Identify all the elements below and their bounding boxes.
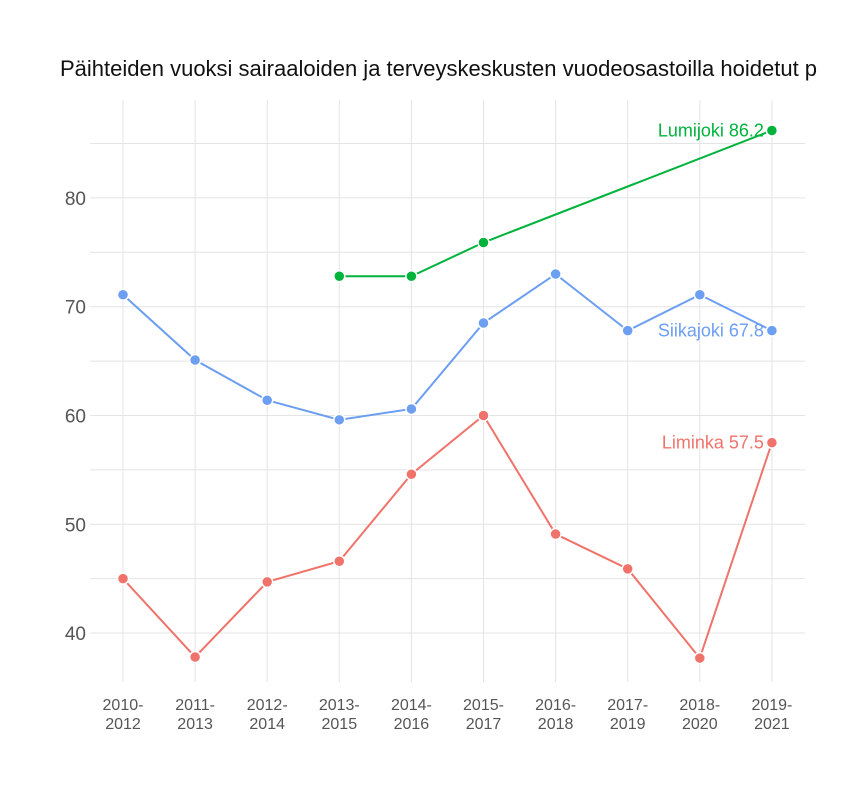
gridlines (90, 100, 805, 682)
chart-title: Päihteiden vuoksi sairaaloiden ja tervey… (60, 56, 818, 81)
data-point (188, 650, 202, 664)
data-point (260, 575, 274, 589)
x-tick-label: 2013 (177, 716, 213, 733)
y-axis-ticks: 40 50 60 70 80 (65, 189, 86, 645)
data-point (765, 124, 779, 137)
y-tick-label: 80 (65, 189, 86, 210)
y-tick-label: 40 (65, 624, 86, 645)
x-tick-label: 2010- (103, 697, 144, 714)
series-end-label: Lumijoki 86.2 (658, 120, 764, 140)
data-point (333, 269, 346, 283)
series-group: Lumijoki 86.2 Siikajoki 67.8 Liminka 57.5 (116, 120, 779, 665)
x-tick-label: 2019- (751, 697, 792, 714)
series-end-label: Siikajoki 67.8 (658, 321, 764, 341)
y-tick-label: 60 (65, 406, 86, 427)
data-point (405, 269, 418, 283)
data-point (621, 562, 634, 576)
x-tick-label: 2017 (466, 716, 502, 733)
x-tick-label: 2011- (175, 697, 215, 714)
x-tick-label: 2016 (394, 716, 430, 733)
data-point (116, 572, 130, 585)
series-line (122, 272, 773, 421)
x-axis-ticks: 2010- 2012 2011- 2013 2012- 2014 2013- 2015 2014… (103, 697, 793, 733)
x-tick-label: 2014- (391, 697, 432, 714)
x-tick-label: 2021 (754, 716, 790, 733)
series-line (122, 413, 773, 661)
series-siikajoki: Siikajoki 67.8 (116, 267, 779, 427)
data-point (693, 288, 707, 301)
x-tick-label: 2014 (249, 716, 285, 733)
y-tick-label: 50 (65, 515, 86, 536)
data-point (260, 393, 274, 407)
data-point (116, 288, 130, 301)
data-point (549, 527, 562, 541)
data-point (333, 554, 346, 568)
x-tick-label: 2017- (607, 697, 648, 714)
x-tick-label: 2012 (105, 716, 141, 733)
data-point (477, 236, 490, 249)
x-tick-label: 2015 (322, 716, 358, 733)
data-point (765, 324, 779, 337)
data-point (621, 324, 634, 337)
data-point (477, 409, 490, 422)
series-liminka: Liminka 57.5 (116, 409, 779, 665)
x-tick-label: 2018- (679, 697, 720, 714)
x-tick-label: 2012- (247, 697, 288, 714)
data-point (693, 651, 707, 665)
x-tick-label: 2019 (610, 716, 646, 733)
data-point (549, 267, 562, 281)
series-lumijoki: Lumijoki 86.2 (333, 120, 779, 283)
x-tick-label: 2018 (538, 716, 574, 733)
x-tick-label: 2015- (463, 697, 504, 714)
x-tick-label: 2016- (535, 697, 576, 714)
data-point (477, 316, 490, 330)
series-line (339, 129, 773, 278)
y-tick-label: 70 (65, 298, 86, 319)
x-tick-label: 2020 (682, 716, 718, 733)
data-point (405, 467, 418, 481)
x-tick-label: 2013- (319, 697, 360, 714)
series-end-label: Liminka 57.5 (662, 433, 764, 453)
data-point (405, 402, 418, 416)
data-point (188, 353, 202, 367)
data-point (333, 413, 346, 427)
data-point (765, 436, 779, 449)
